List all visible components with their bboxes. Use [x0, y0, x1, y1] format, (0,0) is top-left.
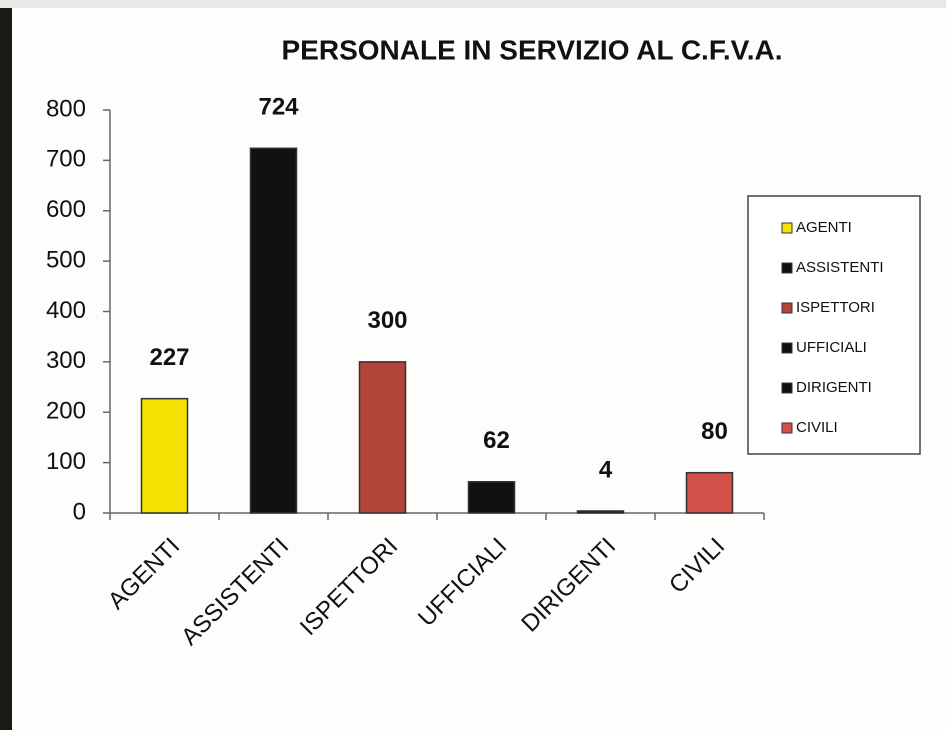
- y-tick-label: 300: [46, 347, 86, 374]
- y-tick-label: 100: [46, 448, 86, 475]
- y-tick-label: 500: [46, 246, 86, 273]
- legend-label: ASSISTENTI: [796, 259, 884, 276]
- bar: [140, 397, 189, 514]
- value-label: 4: [599, 456, 613, 483]
- chart-title: PERSONALE IN SERVIZIO AL C.F.V.A.: [282, 34, 783, 65]
- value-label: 724: [258, 94, 299, 121]
- legend-swatch: [781, 262, 793, 274]
- bar: [467, 481, 516, 514]
- bar: [576, 510, 625, 514]
- legend-label: AGENTI: [796, 219, 852, 236]
- legend-swatch: [781, 422, 793, 434]
- value-label: 80: [701, 418, 728, 445]
- legend-label: DIRIGENTI: [796, 379, 872, 396]
- bar: [358, 361, 407, 514]
- legend-box: [747, 195, 921, 455]
- legend-swatch: [781, 302, 793, 314]
- y-tick-label: 700: [46, 146, 86, 173]
- value-label: 62: [483, 427, 510, 454]
- y-tick-label: 600: [46, 196, 86, 223]
- y-tick-label: 400: [46, 297, 86, 324]
- legend-label: ISPETTORI: [796, 299, 875, 316]
- legend-swatch: [781, 342, 793, 354]
- top-border: [0, 0, 946, 8]
- bar: [685, 471, 734, 514]
- y-tick-label: 800: [46, 95, 86, 122]
- value-label: 300: [367, 307, 407, 334]
- legend-swatch: [781, 382, 793, 394]
- legend-label: CIVILI: [796, 419, 838, 436]
- legend-swatch: [781, 222, 793, 234]
- y-tick-label: 200: [46, 398, 86, 425]
- left-border: [0, 0, 12, 730]
- bar: [249, 147, 298, 514]
- y-tick-label: 0: [73, 498, 86, 525]
- legend-label: UFFICIALI: [796, 339, 867, 356]
- value-label: 227: [149, 344, 189, 371]
